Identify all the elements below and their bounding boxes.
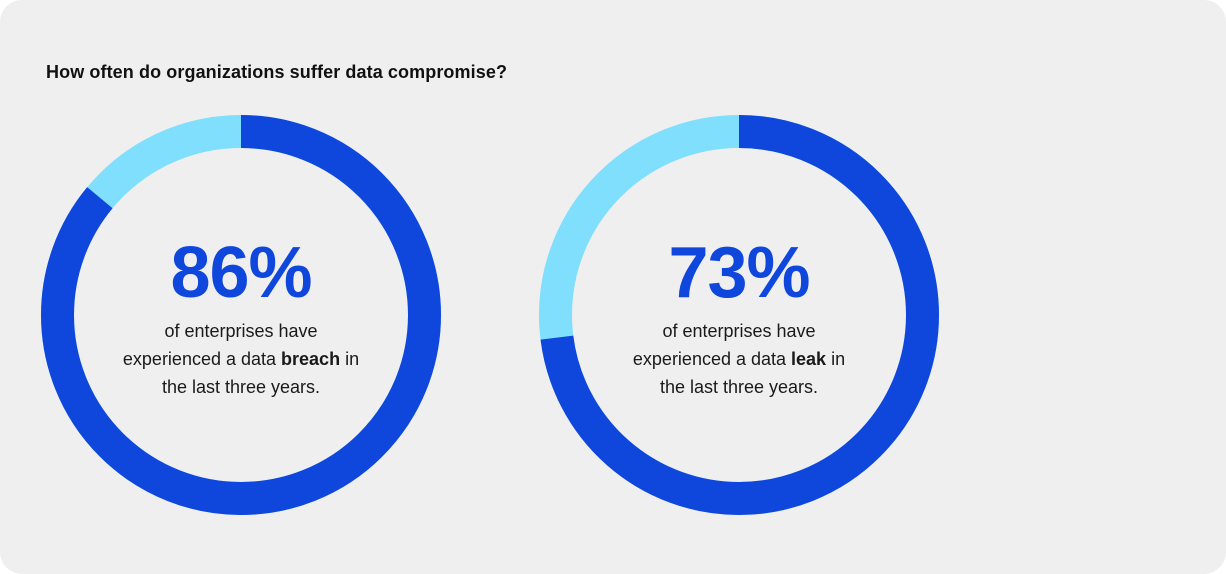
donut-svg-leak [539,115,939,515]
description-line-3: the last three years. [161,377,321,397]
donut-chart-breach: 86% of enterprises have experienced a da… [41,115,441,515]
description-text: of enterprises have experienced a data b… [101,317,381,401]
description-line-2-post: in [826,349,846,369]
chart-title: How often do organizations suffer data c… [46,62,508,82]
donut-chart-leak: 73% of enterprises have experienced a da… [539,115,939,515]
description-line-2-post: in [340,349,360,369]
percent-label: 73% [668,233,810,313]
description-line-2-pre: experienced a data [122,349,282,369]
percent-label: 86% [170,233,312,313]
description-line-1: of enterprises have [164,321,318,341]
description-keyword: leak [791,349,827,369]
description-line-1: of enterprises have [662,321,816,341]
donut-segment-value-breach [41,115,441,515]
donut-svg-breach [41,115,441,515]
description-keyword: breach [281,349,341,369]
description-line-3: the last three years. [659,377,819,397]
donut-segment-value-leak [539,115,939,515]
description-line-2-pre: experienced a data [632,349,792,369]
description-text: of enterprises have experienced a data l… [599,317,879,401]
